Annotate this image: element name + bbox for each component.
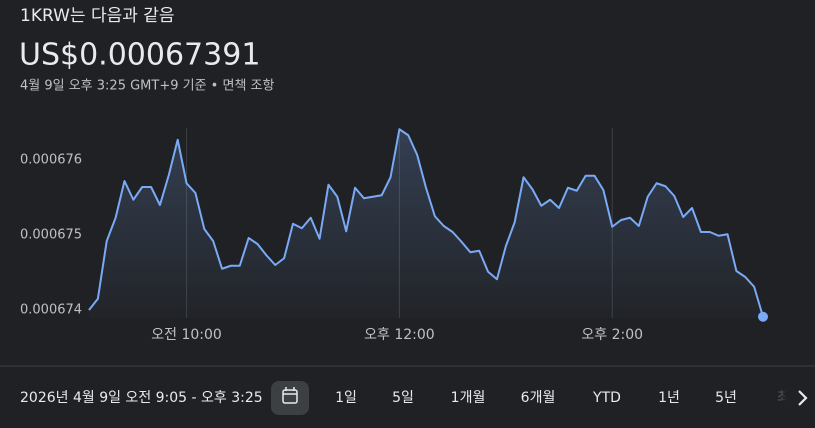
range-button[interactable]: 5일 [392, 390, 414, 406]
title: 1KRW는 다음과 같음 [20, 6, 175, 26]
range-button[interactable]: 1일 [335, 390, 357, 406]
range-button[interactable]: 1개월 [451, 390, 486, 406]
price-line [88, 128, 764, 318]
scroll-right-button[interactable] [798, 390, 808, 406]
range-button[interactable]: 5년 [715, 390, 737, 406]
y-tick-label: 0.000675 [20, 228, 82, 243]
range-button[interactable]: YTD [592, 390, 621, 406]
x-tick-label: 오전 10:00 [151, 327, 222, 343]
x-tick-label: 오후 12:00 [364, 327, 435, 343]
calendar-button[interactable] [271, 381, 309, 415]
x-tick-label: 오후 2:00 [581, 327, 643, 343]
range-button[interactable]: 6개월 [521, 390, 556, 406]
range-label: 2026년 4월 9일 오전 9:05 - 오후 3:25 [20, 390, 263, 406]
y-tick-label: 0.000674 [20, 303, 82, 318]
last-point [758, 311, 768, 322]
subtitle: 4월 9일 오후 3:25 GMT+9 기준 • 면책 조항 [20, 79, 274, 94]
price: US$0.00067391 [19, 38, 260, 73]
plot: 0.000674 0.000675 0.000676 오전 10:00 오후 12:00… [20, 128, 768, 343]
y-tick-label: 0.000676 [20, 153, 82, 168]
range-button[interactable]: 1년 [658, 390, 680, 406]
